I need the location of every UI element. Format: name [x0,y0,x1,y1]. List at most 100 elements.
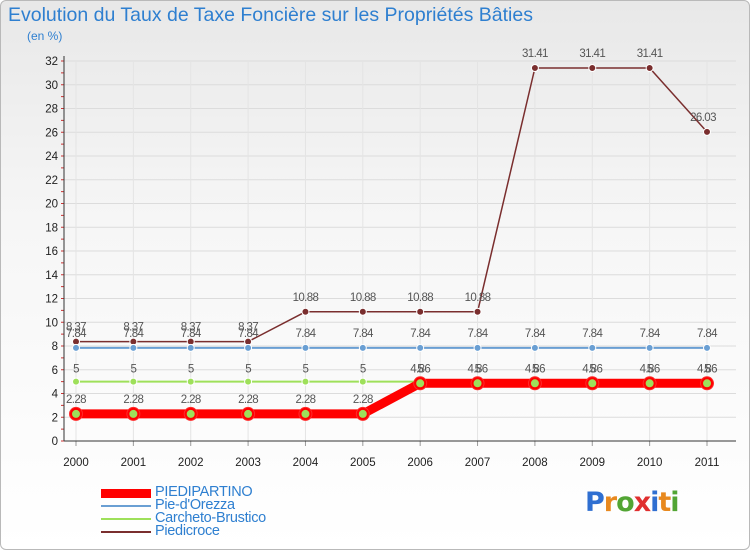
logo-letter: o [616,487,635,518]
y-tick-label: 30 [45,80,58,92]
data-label: 4.86 [640,363,660,375]
data-label: 7.84 [123,328,144,340]
data-label: 5 [130,364,136,376]
data-label: 2.28 [181,394,201,406]
logo-letter: t [658,487,671,518]
data-label: 31.41 [522,48,548,60]
data-point [358,377,367,386]
logo-letter: P [585,487,605,518]
y-tick-label: 8 [52,341,58,353]
data-label: 31.41 [637,48,663,60]
legend-swatch [101,531,151,533]
data-label: 7.84 [238,328,259,340]
x-tick-label: 2007 [465,457,491,469]
x-tick-label: 2006 [407,457,433,469]
data-label: 5 [417,364,423,376]
data-label: 5 [532,364,538,376]
data-label: 8.37 [123,322,143,334]
brand-logo: Proxiti [585,487,680,518]
data-point [186,377,195,386]
legend-label: Carcheto-Brustico [155,510,266,526]
x-tick-label: 2000 [63,457,89,469]
data-label: 7.84 [66,328,87,340]
data-label: 5 [188,364,194,376]
data-label: 10.88 [407,292,433,304]
y-tick-label: 32 [45,56,58,68]
data-point-core [129,409,138,418]
data-point [129,377,138,386]
y-tick-label: 2 [52,412,58,424]
data-point [186,343,195,352]
y-tick-label: 0 [52,436,58,448]
data-label: 5 [245,364,251,376]
data-label: 26.03 [690,112,716,124]
legend-label: PIEDIPARTINO [155,484,253,500]
data-point [645,343,654,352]
data-point [72,377,80,386]
data-label: 2.28 [295,394,315,406]
legend-swatch [101,505,151,507]
data-label: 5 [73,364,79,376]
y-tick-label: 28 [45,104,58,116]
data-point [301,343,310,352]
data-label: 7.84 [468,328,489,340]
data-point-core [72,409,80,418]
data-label: 7.84 [410,328,431,340]
x-tick-label: 2008 [522,457,548,469]
y-tick-label: 22 [45,175,58,187]
x-tick-label: 2004 [293,457,319,469]
data-point-core [416,379,425,388]
data-label: 4.86 [697,363,717,375]
y-tick-label: 14 [45,270,58,282]
y-tick-label: 10 [45,317,58,329]
data-point [416,307,425,316]
data-label: 5 [704,364,710,376]
data-label: 2.28 [353,394,373,406]
data-point [473,307,482,316]
data-point [530,64,539,73]
data-label: 8.37 [238,322,258,334]
data-label: 5 [475,364,481,376]
data-point-core [588,379,597,388]
data-point [588,64,597,73]
data-point [358,307,367,316]
plot-grid [64,60,736,441]
x-tick-label: 2010 [637,457,663,469]
x-tick-label: 2002 [178,457,204,469]
data-point [703,343,711,352]
logo-letter: x [633,487,651,518]
data-label: 2.28 [66,394,86,406]
data-point [301,307,310,316]
data-point [72,343,80,352]
data-point-core [703,379,711,388]
data-label: 4.86 [525,363,545,375]
data-label: 8.37 [66,322,86,334]
data-point [244,377,253,386]
legend-label: Piedicroce [155,523,220,539]
y-tick-label: 16 [45,246,58,258]
y-axis-unit: (en %) [27,29,63,43]
y-tick-label: 6 [52,365,58,377]
data-label: 31.41 [579,48,605,60]
x-tick-label: 2003 [235,457,261,469]
logo-letter: i [650,487,659,518]
legend-label: Pie-d'Orezza [155,497,235,513]
x-tick-label: 2011 [695,457,720,469]
data-point [244,343,253,352]
legend-swatch [101,489,151,498]
y-tick-label: 26 [45,127,58,139]
data-label: 4.86 [468,363,488,375]
data-label: 10.88 [350,292,376,304]
data-label: 4.86 [582,363,602,375]
data-label: 2.28 [238,394,258,406]
data-point-core [530,379,539,388]
series-lines [69,64,714,421]
data-point [645,64,654,73]
data-point [358,343,367,352]
data-label: 5 [360,364,366,376]
data-label: 2.28 [123,394,143,406]
logo-letter: i [670,487,679,518]
data-label: 7.84 [640,328,661,340]
